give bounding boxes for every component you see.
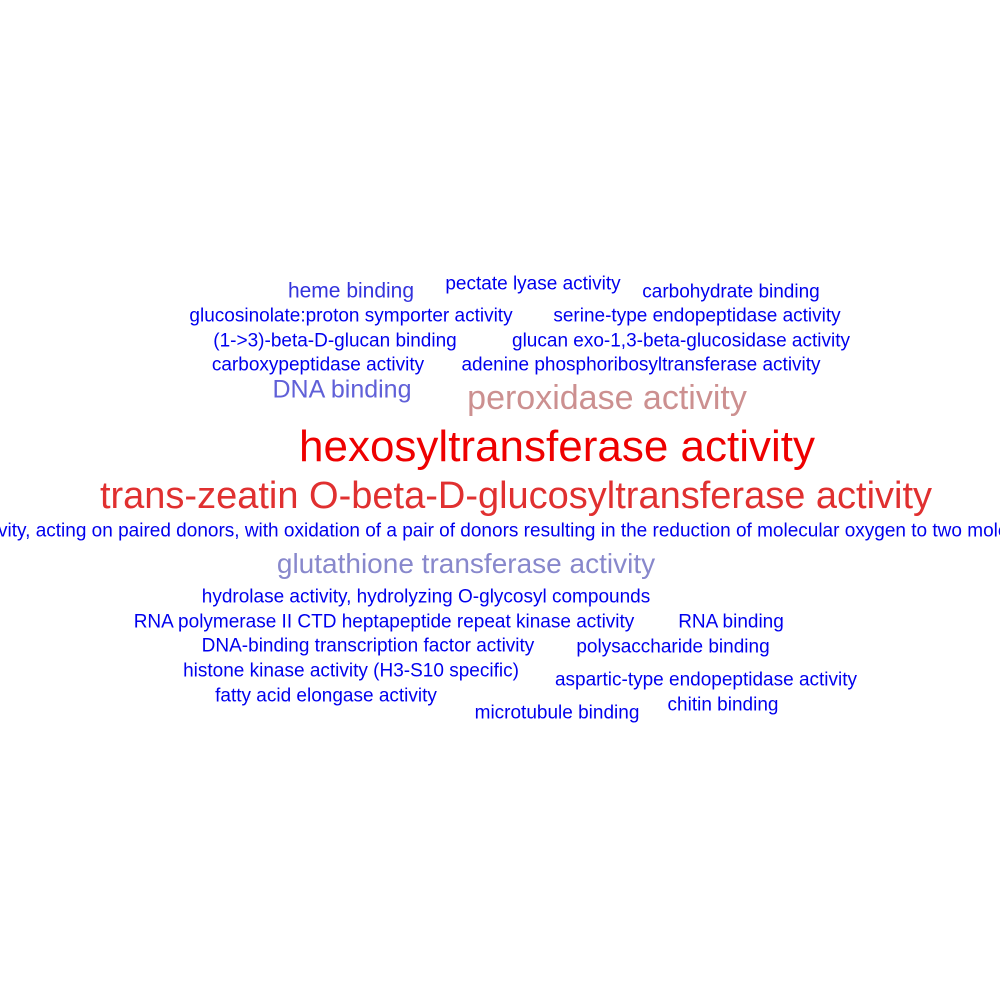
term-carbohydrate-binding: carbohydrate binding	[642, 281, 820, 303]
term-histone-kinase-activity: histone kinase activity (H3-S10 specific…	[183, 660, 519, 682]
term-glucosinolate-proton-symporter-activity: glucosinolate:proton symporter activity	[189, 305, 513, 327]
term-peroxidase-activity: peroxidase activity	[467, 379, 747, 417]
term-rna-pol-ii-ctd-kinase-activity: RNA polymerase II CTD heptapeptide repea…	[133, 611, 635, 633]
term-adenine-phosphoribosyltransferase-activity: adenine phosphoribosyltransferase activi…	[461, 354, 821, 376]
term-microtubule-binding: microtubule binding	[474, 702, 640, 724]
term-dna-binding-transcription-factor-activity: DNA-binding transcription factor activit…	[201, 635, 535, 657]
term-oxidoreductase-activity-paired-donors: oxidoreductase activity, acting on paire…	[0, 520, 1000, 542]
term-polysaccharide-binding: polysaccharide binding	[576, 636, 770, 658]
term-pectate-lyase-activity: pectate lyase activity	[445, 273, 621, 295]
term-chitin-binding: chitin binding	[667, 694, 779, 716]
term-heme-binding: heme binding	[287, 279, 415, 303]
term-trans-zeatin-glucosyltransferase-activity: trans-zeatin O-beta-D-glucosyltransferas…	[99, 475, 933, 517]
term-beta-d-glucan-binding: (1->3)-beta-D-glucan binding	[213, 330, 457, 352]
term-aspartic-type-endopeptidase-activity: aspartic-type endopeptidase activity	[554, 669, 858, 691]
term-rna-binding: RNA binding	[678, 611, 784, 633]
term-hexosyltransferase-activity: hexosyltransferase activity	[299, 422, 815, 471]
term-fatty-acid-elongase-activity: fatty acid elongase activity	[215, 685, 437, 707]
term-serine-type-endopeptidase-activity: serine-type endopeptidase activity	[553, 305, 841, 327]
term-hydrolase-activity-o-glycosyl: hydrolase activity, hydrolyzing O-glycos…	[201, 586, 651, 608]
term-glutathione-transferase-activity: glutathione transferase activity	[276, 548, 656, 579]
term-dna-binding: DNA binding	[272, 375, 412, 404]
term-glucan-exo-glucosidase-activity: glucan exo-1,3-beta-glucosidase activity	[512, 330, 850, 352]
term-carboxypeptidase-activity: carboxypeptidase activity	[211, 354, 425, 376]
